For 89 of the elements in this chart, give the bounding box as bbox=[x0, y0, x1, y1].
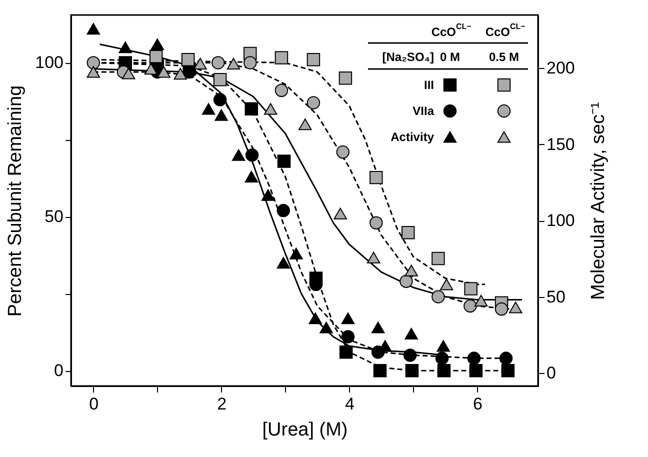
point bbox=[440, 278, 454, 290]
point bbox=[435, 352, 449, 365]
point bbox=[308, 312, 322, 324]
point bbox=[144, 63, 158, 75]
y2-tick-label: 150 bbox=[546, 134, 575, 154]
point bbox=[261, 189, 275, 201]
point bbox=[320, 322, 333, 334]
point bbox=[118, 42, 132, 54]
y-tick-label: 100 bbox=[35, 53, 64, 72]
point bbox=[404, 264, 418, 276]
point bbox=[338, 71, 352, 85]
point bbox=[436, 340, 450, 352]
point bbox=[400, 274, 413, 288]
point bbox=[464, 282, 478, 296]
point bbox=[212, 56, 225, 70]
point bbox=[86, 66, 100, 78]
annotation: 0.5 M bbox=[488, 50, 520, 64]
point bbox=[432, 290, 445, 304]
y2-tick-label: 0 bbox=[546, 364, 556, 383]
point bbox=[244, 56, 257, 70]
legend-label: Activity bbox=[390, 130, 434, 144]
point bbox=[467, 352, 481, 365]
point bbox=[405, 364, 419, 378]
point bbox=[432, 252, 445, 266]
point bbox=[122, 68, 136, 80]
point bbox=[264, 103, 278, 115]
point bbox=[508, 302, 522, 314]
point bbox=[298, 118, 312, 130]
point bbox=[336, 145, 350, 159]
point bbox=[213, 73, 227, 86]
point bbox=[86, 56, 100, 70]
annotation: 0 M bbox=[440, 50, 460, 64]
point bbox=[494, 302, 508, 316]
x-tick-label: 0 bbox=[89, 394, 99, 414]
point bbox=[150, 38, 164, 50]
point bbox=[276, 257, 290, 269]
point bbox=[370, 216, 383, 230]
y-axis-title: Percent Subunit Remaining bbox=[5, 85, 26, 317]
point bbox=[404, 328, 418, 340]
point bbox=[306, 53, 320, 66]
point bbox=[339, 346, 353, 359]
x-tick-label: 6 bbox=[472, 394, 482, 414]
point bbox=[244, 170, 258, 182]
point bbox=[194, 58, 207, 70]
point bbox=[244, 102, 258, 116]
point bbox=[366, 252, 380, 264]
point bbox=[290, 248, 303, 260]
point bbox=[341, 330, 355, 344]
point bbox=[370, 170, 383, 184]
point bbox=[213, 93, 227, 106]
point bbox=[474, 294, 488, 307]
point bbox=[402, 226, 415, 240]
point bbox=[499, 352, 513, 365]
point bbox=[334, 208, 347, 220]
point bbox=[341, 312, 355, 324]
x-axis-title: [Urea] (M) bbox=[262, 420, 348, 440]
x-tick-label: 4 bbox=[345, 394, 355, 414]
y2-tick-label: 50 bbox=[546, 287, 566, 306]
legend-label: VIIa bbox=[412, 104, 434, 118]
point bbox=[371, 322, 385, 334]
point bbox=[437, 364, 451, 378]
point bbox=[232, 149, 246, 161]
legend-label: III bbox=[424, 78, 434, 92]
point bbox=[274, 51, 288, 64]
legend-title: [Na₂SO₄] bbox=[382, 50, 434, 64]
point bbox=[403, 348, 417, 362]
y2-axis-title: Molecular Activity, sec⁻¹ bbox=[588, 102, 609, 300]
point bbox=[277, 154, 291, 168]
point bbox=[464, 299, 477, 313]
point bbox=[174, 68, 188, 80]
point bbox=[276, 204, 290, 218]
y2-tick-label: 200 bbox=[546, 58, 575, 78]
point bbox=[157, 66, 170, 78]
point bbox=[274, 84, 288, 98]
point bbox=[501, 364, 515, 378]
y-tick-label: 50 bbox=[44, 207, 64, 226]
point bbox=[469, 364, 483, 378]
x-tick-label: 2 bbox=[217, 394, 227, 414]
point bbox=[86, 23, 100, 35]
point bbox=[181, 53, 195, 66]
point bbox=[306, 96, 320, 110]
point bbox=[226, 58, 240, 70]
point bbox=[245, 148, 259, 162]
y-tick-label: 0 bbox=[54, 361, 64, 380]
y2-tick-label: 100 bbox=[546, 211, 575, 230]
point bbox=[373, 364, 387, 378]
point bbox=[202, 103, 216, 115]
point bbox=[149, 50, 163, 64]
point bbox=[214, 109, 228, 121]
